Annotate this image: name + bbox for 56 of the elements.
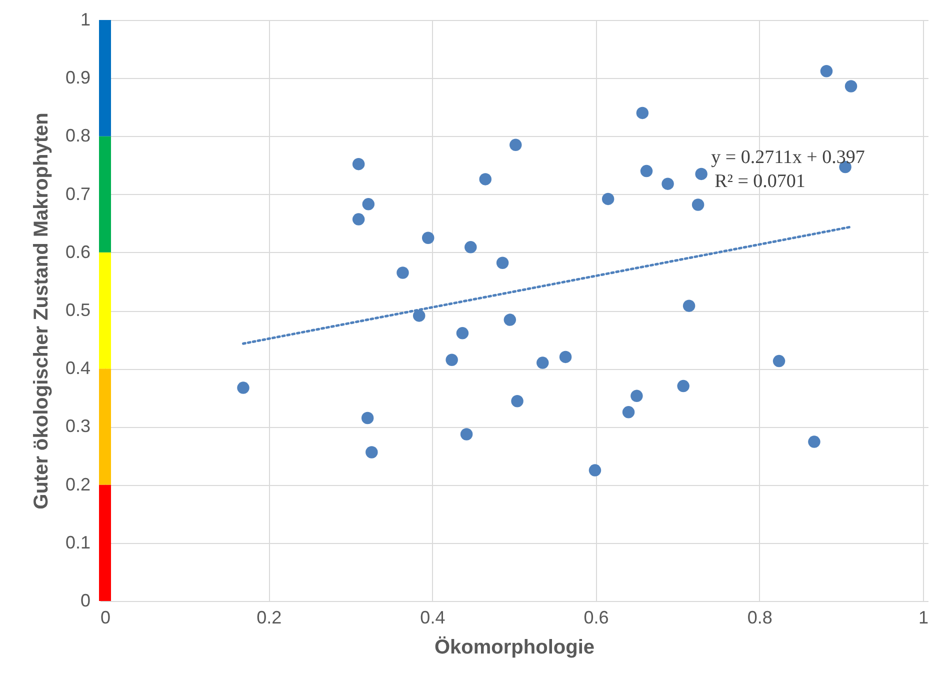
- x-tick-label: 1: [918, 608, 929, 628]
- point: [412, 310, 426, 322]
- y-tick-label: 0.5: [65, 300, 90, 320]
- x-tick-label: 0: [100, 608, 111, 628]
- x-tick-label: 0.6: [584, 608, 609, 628]
- y-tick-label: 0.7: [65, 184, 90, 204]
- point: [237, 382, 250, 394]
- x-tick-label: 0.8: [747, 608, 772, 628]
- point: [366, 446, 378, 458]
- point: [422, 232, 434, 244]
- point: [602, 192, 614, 206]
- point: [630, 390, 643, 402]
- y-tick-label: 0.9: [65, 68, 90, 88]
- point: [510, 138, 522, 152]
- point: [536, 356, 549, 369]
- point: [496, 256, 509, 269]
- point: [588, 464, 602, 476]
- point: [504, 314, 516, 326]
- point: [511, 395, 524, 408]
- point: [479, 173, 492, 186]
- y-tick-label: 0.2: [65, 474, 90, 494]
- point: [559, 350, 572, 364]
- point: [352, 158, 365, 170]
- y-tick-label: 0.1: [65, 532, 90, 552]
- point: [396, 266, 409, 279]
- point: [820, 65, 833, 78]
- point: [361, 412, 374, 424]
- x-axis-title: Ökomorphologie: [434, 636, 594, 658]
- point: [692, 198, 704, 211]
- x-tick-label: 0.4: [420, 608, 446, 628]
- point: [677, 380, 690, 392]
- y-tick-label: 0.3: [65, 416, 90, 436]
- y-axis-title: Guter ökologischer Zustand Makrophyten: [30, 112, 52, 510]
- point: [636, 106, 649, 120]
- point: [464, 241, 477, 254]
- point: [640, 164, 653, 178]
- x-tick-label: 0.2: [256, 608, 282, 628]
- point: [362, 198, 375, 210]
- point: [772, 354, 786, 368]
- y-tick-label: 0.4: [65, 358, 90, 378]
- point: [662, 178, 674, 190]
- annotation: R² = 0.0701: [714, 171, 806, 192]
- point: [446, 354, 458, 366]
- y-tick-label: 0.8: [65, 126, 90, 146]
- point: [456, 327, 469, 340]
- annotation: y = 0.2711x + 0.397: [711, 147, 865, 168]
- y-tick-label: 0.6: [65, 242, 90, 262]
- point: [844, 80, 858, 92]
- y-tick-label: 0: [80, 590, 90, 610]
- point: [622, 406, 635, 418]
- point: [695, 168, 708, 180]
- point: [808, 436, 820, 448]
- point: [352, 213, 365, 226]
- y-tick-label: 1: [80, 10, 90, 30]
- point: [460, 428, 473, 440]
- point: [682, 300, 696, 312]
